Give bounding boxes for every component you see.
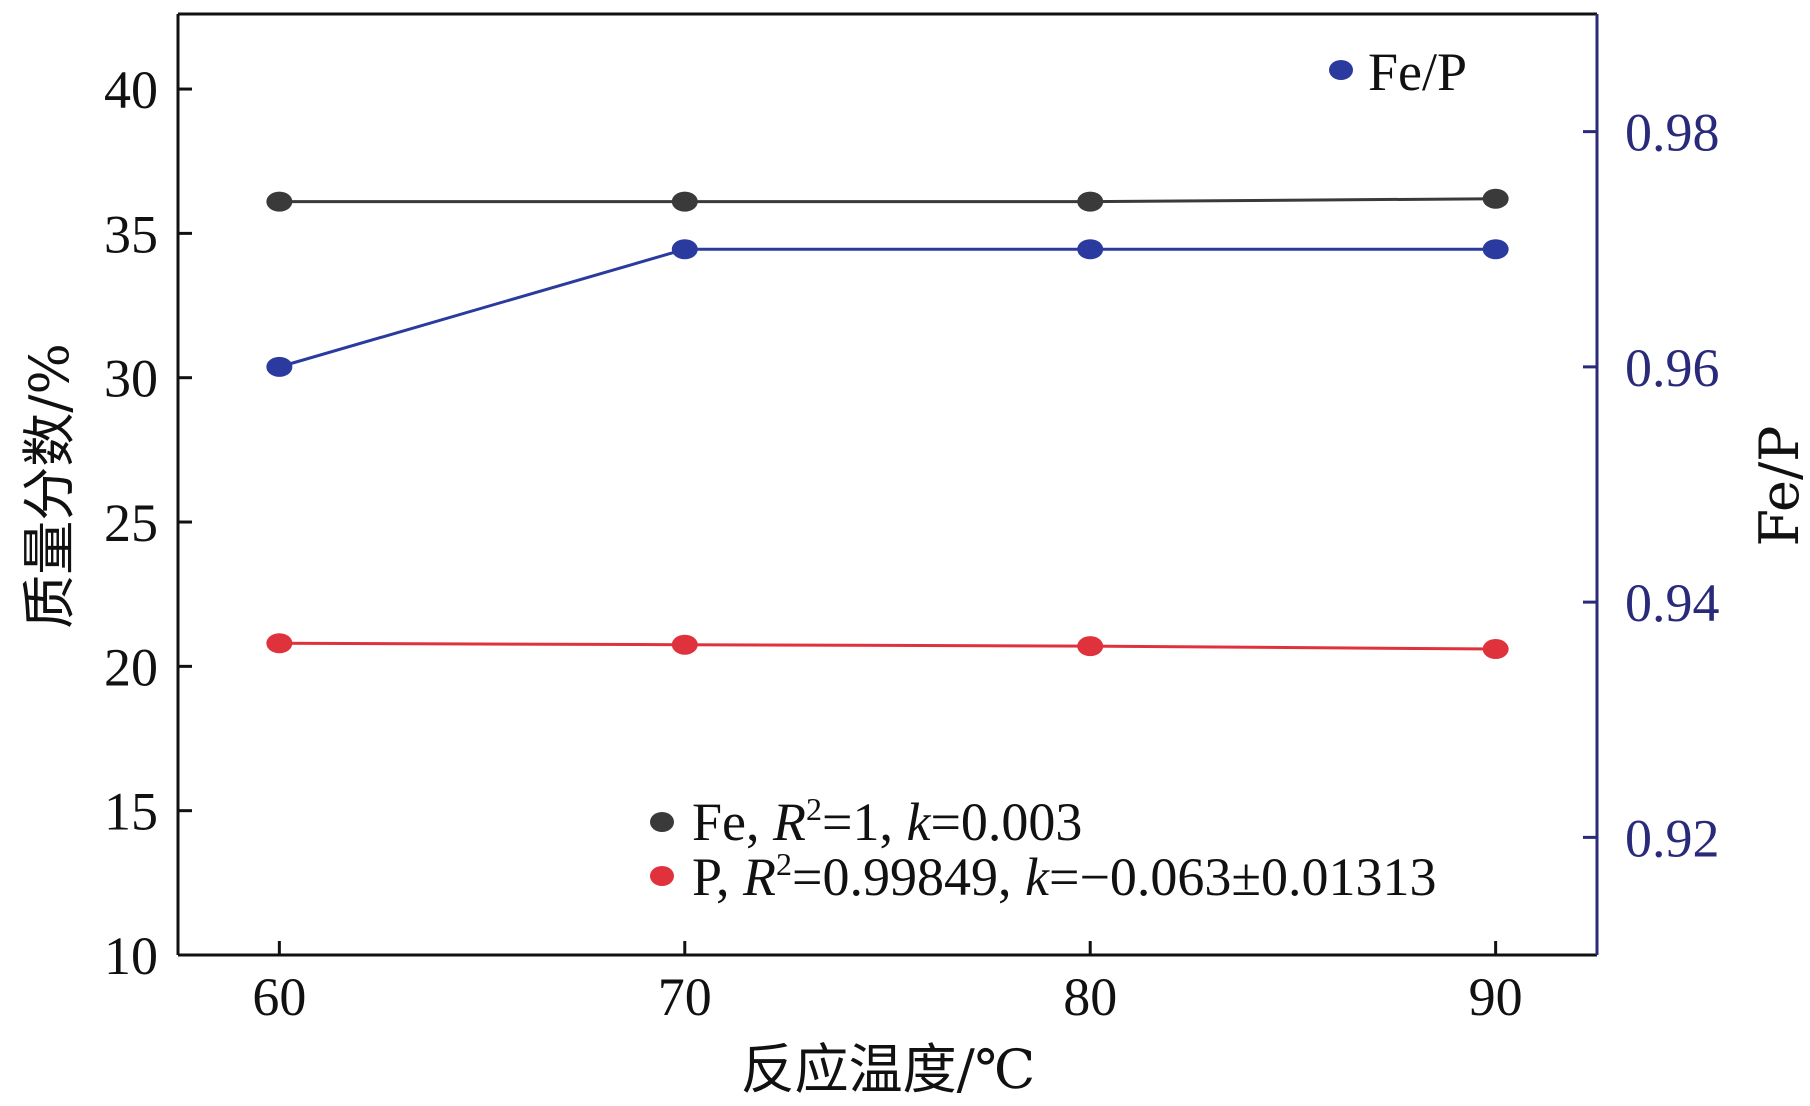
- legend-fe-p-label: Fe/P: [1368, 42, 1467, 102]
- right-y-tick-label-0: 0.92: [1625, 808, 1720, 868]
- left-y-tick-label-4: 30: [104, 349, 158, 409]
- x-ticks: 60 70 80 90: [252, 941, 1523, 1027]
- left-y-tick-label-0: 10: [104, 926, 158, 986]
- point-fe-70: [671, 191, 698, 212]
- point-fe-90: [1482, 188, 1509, 209]
- left-y-tick-label-6: 40: [104, 60, 158, 120]
- series-line-fe-p: [278, 247, 1496, 369]
- legend-fit-results: Fe, R2=1, k=0.003 P, R2=0.99849, k=−0.06…: [650, 791, 1437, 907]
- legend-fe-text: Fe, R2=1, k=0.003: [692, 791, 1082, 852]
- left-y-axis-title: 质量分数/%: [18, 343, 81, 629]
- point-fe-p-70: [671, 239, 698, 260]
- legend-fe-prefix: Fe,: [692, 792, 773, 852]
- series-line-p: [279, 641, 1496, 651]
- legend-fe-k: k: [906, 792, 931, 852]
- left-y-tick-label-1: 15: [104, 782, 158, 842]
- point-fe-p-80: [1077, 239, 1104, 260]
- left-y-tick-label-3: 25: [104, 493, 158, 553]
- right-y-tick-label-2: 0.96: [1625, 338, 1720, 398]
- legend-fe-p: Fe/P: [1329, 42, 1467, 102]
- series-layer: [266, 188, 1509, 660]
- x-tick-label-3: 90: [1469, 967, 1523, 1027]
- left-y-ticks: 10 15 20 25 30 35 40: [104, 60, 192, 986]
- legend-p-k: k: [1025, 847, 1050, 907]
- point-p-90: [1482, 639, 1509, 660]
- legend-fe-r: R: [772, 792, 806, 852]
- point-p-60: [266, 633, 293, 654]
- left-y-tick-label-5: 35: [104, 204, 158, 264]
- legend-p-sup: 2: [776, 846, 792, 882]
- point-p-70: [671, 634, 698, 655]
- legend-p-prefix: P,: [692, 847, 743, 907]
- series-line-fe: [279, 197, 1496, 204]
- x-axis-title: 反应温度/℃: [741, 1038, 1036, 1101]
- legend-p-text: P, R2=0.99849, k=−0.063±0.01313: [692, 846, 1437, 907]
- legend-p-rest2: =−0.063±0.01313: [1049, 847, 1437, 907]
- legend-fe-rest2: =0.003: [930, 792, 1082, 852]
- point-fe-80: [1077, 191, 1104, 212]
- point-fe-p-60: [266, 356, 293, 377]
- legend-fe-marker: [650, 812, 674, 832]
- left-y-tick-label-2: 20: [104, 637, 158, 697]
- point-fe-p-90: [1482, 239, 1509, 260]
- x-tick-label-1: 70: [658, 967, 712, 1027]
- legend-p-rest1: =0.99849,: [792, 847, 1025, 907]
- right-y-axis-title: Fe/P: [1748, 426, 1810, 547]
- legend-fe-rest1: =1,: [822, 792, 906, 852]
- legend-fe-sup: 2: [806, 791, 822, 827]
- right-y-tick-label-1: 0.94: [1625, 573, 1720, 633]
- x-tick-label-2: 80: [1063, 967, 1117, 1027]
- legend-p-marker: [650, 866, 674, 886]
- legend-p-r: R: [742, 847, 776, 907]
- x-tick-label-0: 60: [252, 967, 306, 1027]
- point-fe-60: [266, 191, 293, 212]
- legend-fe-p-marker: [1329, 60, 1353, 80]
- point-p-80: [1077, 636, 1104, 657]
- right-y-tick-label-3: 0.98: [1625, 103, 1720, 163]
- right-y-ticks: 0.92 0.94 0.96 0.98: [1583, 103, 1720, 868]
